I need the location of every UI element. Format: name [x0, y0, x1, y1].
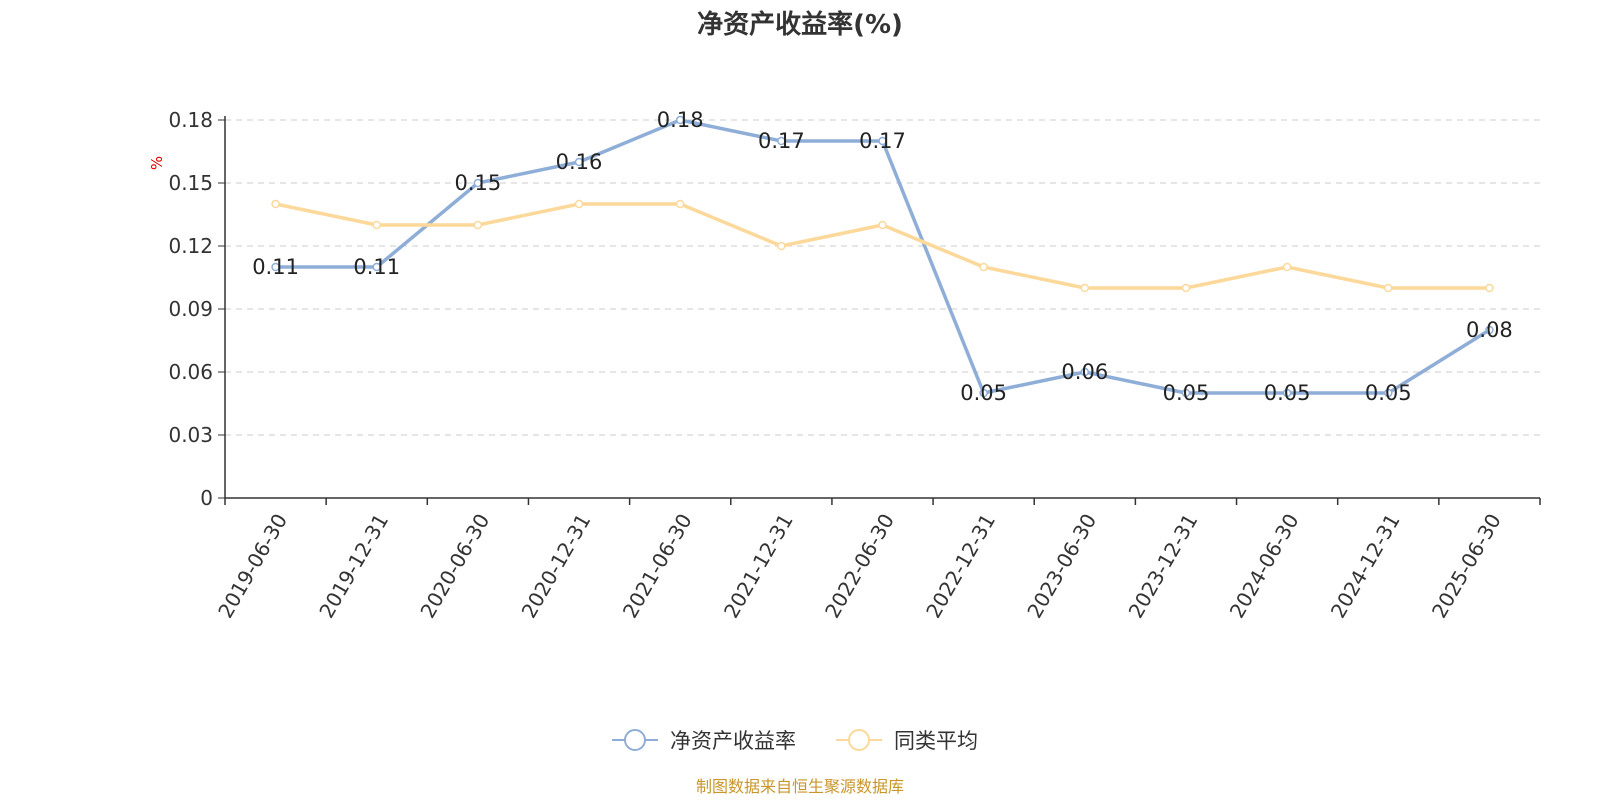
series-2-point-1	[372, 220, 381, 230]
data-label-3: 0.16	[556, 150, 603, 174]
series-1-point-1	[372, 262, 381, 272]
chart-title: 净资产收益率(%)	[697, 9, 903, 40]
series-1-point-8	[1080, 367, 1090, 377]
data-label-8: 0.06	[1061, 360, 1108, 384]
x-tick-labels: 2019-06-30 2019-12-31 2020-06-30 2020-12-31…	[213, 509, 1506, 622]
series-1-point-4	[675, 115, 685, 125]
series-1-point-6	[878, 136, 887, 146]
series-2-point-4	[675, 199, 685, 209]
y-tick-labels: 0 0.03 0.06 0.09 0.12 0.15 0.18	[168, 108, 213, 510]
x-tick-label-0: 2019-06-30	[213, 510, 292, 623]
data-label-10: 0.05	[1264, 381, 1311, 405]
series-1-point-10	[1282, 388, 1292, 398]
series-1-point-9	[1181, 388, 1191, 398]
x-tick-label-5: 2021-12-31	[719, 510, 798, 623]
data-label-0: 0.11	[252, 255, 299, 279]
x-tick-label-3: 2020-12-31	[517, 510, 596, 623]
series-2-point-3	[574, 199, 584, 209]
x-tick-label-9: 2023-12-31	[1124, 510, 1203, 623]
series-2-point-11	[1384, 283, 1393, 293]
series-2-point-2	[473, 220, 483, 230]
data-label-11: 0.05	[1365, 381, 1412, 405]
series-1-point-2	[473, 178, 483, 188]
series-2-point-10	[1282, 262, 1292, 272]
y-axis-unit-label: %	[148, 156, 166, 170]
x-tick-label-7: 2022-12-31	[921, 509, 1000, 622]
data-label-4: 0.18	[657, 108, 704, 132]
series-1-point-3	[574, 157, 584, 167]
legend-marker-series-1	[624, 729, 646, 751]
series-2-point-0	[271, 199, 280, 209]
series-2-point-9	[1181, 283, 1191, 293]
data-label-1: 0.11	[353, 255, 400, 279]
data-label-2: 0.15	[455, 171, 502, 195]
y-tick-label-1: 0.03	[168, 423, 213, 447]
x-tick-label-10: 2024-06-30	[1225, 510, 1304, 623]
axes	[218, 116, 1541, 505]
series-line-1	[275, 118, 1491, 395]
legend-marker-series-2	[848, 729, 870, 751]
y-tick-label-3: 0.09	[168, 297, 213, 321]
series-1-point-7	[979, 388, 988, 398]
series-1-point-11	[1384, 388, 1393, 398]
series-1-point-12	[1485, 325, 1494, 335]
x-tick-label-8: 2023-06-30	[1022, 510, 1101, 623]
legend-label-series-1: 净资产收益率	[670, 729, 796, 753]
data-label-6: 0.17	[859, 129, 906, 153]
series-2-point-8	[1080, 283, 1090, 293]
series-2-point-12	[1485, 283, 1494, 293]
x-tick-label-12: 2025-06-30	[1427, 510, 1506, 623]
series-2-point-7	[979, 262, 988, 272]
x-tick-label-2: 2020-06-30	[415, 510, 494, 623]
series-group	[271, 115, 1494, 398]
series-1-point-0	[271, 262, 280, 272]
legend-item-series-1[interactable]: 净资产收益率	[612, 729, 796, 753]
x-tick-label-11: 2024-12-31	[1326, 510, 1405, 623]
legend-item-series-2[interactable]: 同类平均	[836, 729, 978, 753]
x-tick-label-6: 2022-06-30	[820, 510, 899, 623]
data-label-7: 0.05	[960, 381, 1007, 405]
data-labels: 0.11 0.11 0.15 0.16 0.18 0.17 0.17 0.05 0.06 0.05…	[252, 108, 1513, 405]
x-tick-label-1: 2019-12-31	[314, 510, 393, 623]
data-source-note: 制图数据来自恒生聚源数据库	[696, 777, 904, 796]
x-tick-label-4: 2021-06-30	[618, 510, 697, 623]
y-tick-label-4: 0.12	[168, 234, 213, 258]
legend: 净资产收益率 同类平均	[612, 729, 978, 753]
series-2-point-5	[777, 241, 786, 251]
y-tick-label-5: 0.15	[168, 171, 213, 195]
y-tick-label-0: 0	[200, 486, 213, 510]
data-label-9: 0.05	[1163, 381, 1210, 405]
data-label-12: 0.08	[1466, 318, 1513, 342]
series-1-point-5	[777, 136, 786, 146]
series-2-point-6	[878, 220, 887, 230]
legend-label-series-2: 同类平均	[894, 729, 978, 753]
y-tick-label-6: 0.18	[168, 108, 213, 132]
y-tick-label-2: 0.06	[168, 360, 213, 384]
data-label-5: 0.17	[758, 129, 805, 153]
